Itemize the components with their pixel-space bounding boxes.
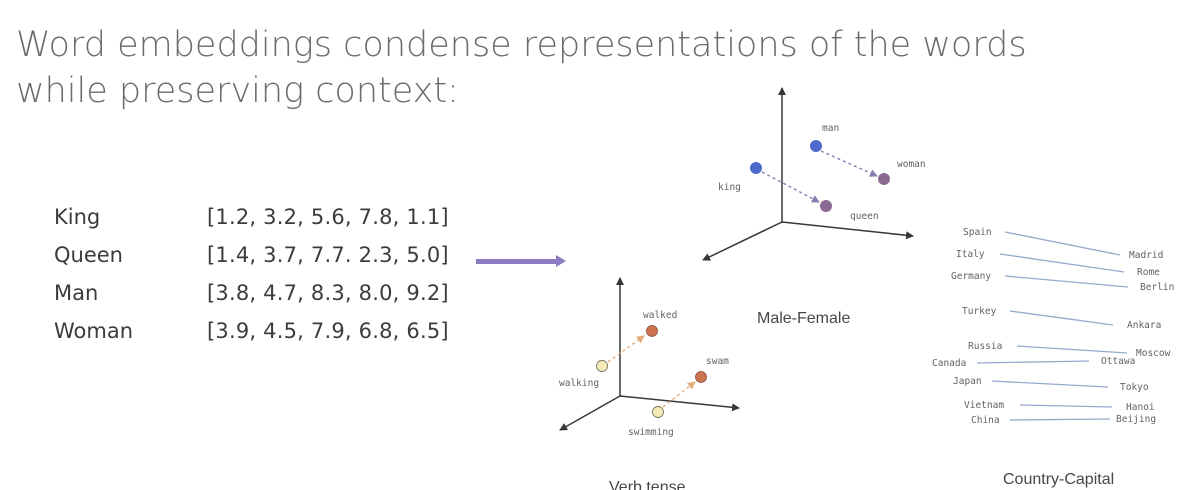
vt-label-walked: walked (643, 310, 677, 321)
cc-country-label: Russia (968, 341, 1002, 352)
mf-man-woman-arrow (820, 150, 878, 177)
embedding-vector: [1.4, 3.7, 7.7. 2.3, 5.0] (207, 243, 449, 267)
embedding-vector: [3.9, 4.5, 7.9, 6.8, 6.5] (207, 319, 449, 343)
cc-line (999, 253, 1125, 273)
cc-capital-label: Beijing (1116, 414, 1156, 425)
cc-line (1009, 310, 1114, 326)
mf-king-queen-arrow (761, 171, 820, 203)
mf-axis-x (781, 221, 914, 240)
embedding-word: Man (54, 281, 99, 305)
embedding-vector: [3.8, 4.7, 8.3, 8.0, 9.2] (207, 281, 449, 305)
cc-capital-label: Hanoi (1126, 402, 1155, 413)
embedding-word: Woman (54, 319, 134, 343)
embedding-row: Queen [1.4, 3.7, 7.7. 2.3, 5.0] (54, 236, 474, 274)
mf-king-point (750, 162, 762, 174)
embedding-row: Man [3.8, 4.7, 8.3, 8.0, 9.2] (54, 274, 474, 312)
transform-arrow-shaft (476, 259, 558, 264)
slide-title: Word embeddings condense representations… (16, 25, 1027, 111)
mf-man-point (810, 140, 822, 152)
cc-line (1009, 418, 1111, 421)
male-female-axes (702, 87, 914, 261)
cc-caption: Country-Capital (1003, 471, 1114, 488)
cc-country-label: China (971, 415, 1000, 426)
vt-label-swam: swam (706, 356, 729, 367)
cc-line (1004, 275, 1129, 288)
vt-label-swimming: swimming (628, 427, 674, 438)
embedding-word: Queen (54, 243, 123, 267)
cc-line (1004, 231, 1121, 256)
cc-line (1016, 345, 1128, 354)
vt-walked-point (646, 325, 658, 337)
cc-line (991, 380, 1109, 388)
mf-axis-y (702, 221, 783, 261)
mf-label-queen: queen (850, 211, 879, 222)
mf-queen-point (820, 200, 832, 212)
cc-country-label: Vietnam (964, 400, 1004, 411)
cc-country-label: Spain (963, 227, 992, 238)
vt-axis-y (559, 395, 621, 431)
cc-country-label: Canada (932, 358, 966, 369)
vt-walking-walked-arrow (607, 335, 645, 363)
cc-country-label: Germany (951, 271, 991, 282)
vt-caption: Verb tense (609, 479, 686, 490)
cc-country-label: Italy (956, 249, 985, 260)
cc-capital-label: Tokyo (1120, 382, 1149, 393)
vt-swimming-point (652, 406, 664, 418)
cc-capital-label: Madrid (1129, 250, 1163, 261)
cc-country-label: Turkey (962, 306, 997, 317)
mf-caption: Male-Female (757, 310, 850, 327)
cc-line (1019, 404, 1113, 408)
vt-axis-x (619, 395, 740, 412)
cc-capital-label: Rome (1137, 267, 1160, 278)
cc-capital-label: Moscow (1136, 348, 1171, 359)
embedding-vector: [1.2, 3.2, 5.6, 7.8, 1.1] (207, 205, 449, 229)
vt-swam-point (695, 371, 707, 383)
embedding-figures: man woman king queen Male-Female walked … (540, 80, 1186, 490)
embedding-row: Woman [3.9, 4.5, 7.9, 6.8, 6.5] (54, 312, 474, 350)
mf-label-woman: woman (897, 159, 926, 170)
mf-woman-point (878, 173, 890, 185)
embedding-figures-svg: man woman king queen Male-Female walked … (559, 87, 1174, 490)
transform-arrow-head-icon (556, 255, 566, 267)
vt-swimming-swam-arrow (662, 381, 696, 408)
embedding-word: King (54, 205, 101, 229)
mf-label-king: king (718, 182, 741, 193)
cc-capital-label: Ankara (1127, 320, 1161, 331)
cc-country-label: Japan (953, 376, 982, 387)
embedding-row: King [1.2, 3.2, 5.6, 7.8, 1.1] (54, 198, 474, 236)
verb-tense-axes (559, 277, 740, 431)
cc-line (976, 360, 1090, 364)
country-capital-lines (976, 231, 1129, 421)
embedding-table: King [1.2, 3.2, 5.6, 7.8, 1.1] Queen [1.… (54, 198, 474, 350)
mf-label-man: man (822, 123, 839, 134)
vt-walking-point (596, 360, 608, 372)
cc-capital-label: Ottawa (1101, 356, 1135, 367)
cc-capital-label: Berlin (1140, 282, 1174, 293)
vt-label-walking: walking (559, 378, 599, 389)
